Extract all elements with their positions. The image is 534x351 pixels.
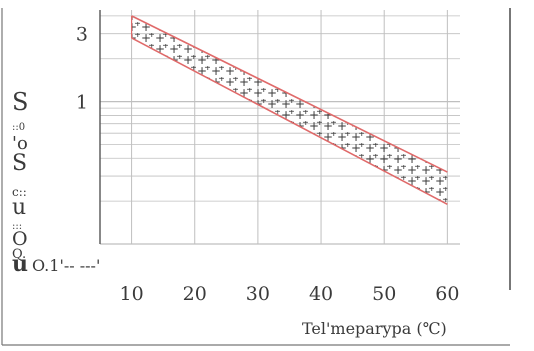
x-tick-label: 20 — [183, 283, 207, 305]
y-label-glyph: ::0 — [12, 122, 25, 133]
y-label-glyph: u — [12, 251, 28, 277]
y-tick-label: 1 — [76, 92, 88, 114]
y-axis-label: S::0'oSc::u:::OQ.u — [12, 88, 28, 277]
y-label-glyph: ::: — [12, 221, 22, 232]
x-tick-label: 40 — [309, 283, 333, 305]
y-label-glyph: u — [12, 195, 26, 220]
band-upper-edge — [131, 15, 448, 173]
y-bottom-label: O.1'-- ---' — [32, 256, 100, 275]
x-tick-label: 50 — [372, 283, 396, 305]
y-label-glyph: c:: — [12, 185, 27, 199]
x-axis-label: Tel'meparypa (℃) — [302, 319, 447, 338]
y-label-glyph: 'o — [12, 133, 28, 154]
band-fill — [131, 15, 448, 205]
y-label-glyph: O — [12, 228, 28, 250]
band-lower-edge — [131, 37, 448, 206]
y-label-glyph: S — [12, 151, 27, 176]
x-tick-label: 30 — [246, 283, 270, 305]
y-label-glyph: Q. — [12, 247, 26, 262]
x-tick-label: 60 — [435, 283, 459, 305]
y-label-glyph: S — [12, 88, 28, 116]
tick-labels: 10 20 30 40 50 60 3 1 — [76, 24, 460, 305]
y-tick-label: 3 — [76, 24, 88, 46]
data-band — [130, 15, 448, 206]
x-tick-label: 10 — [119, 283, 143, 305]
